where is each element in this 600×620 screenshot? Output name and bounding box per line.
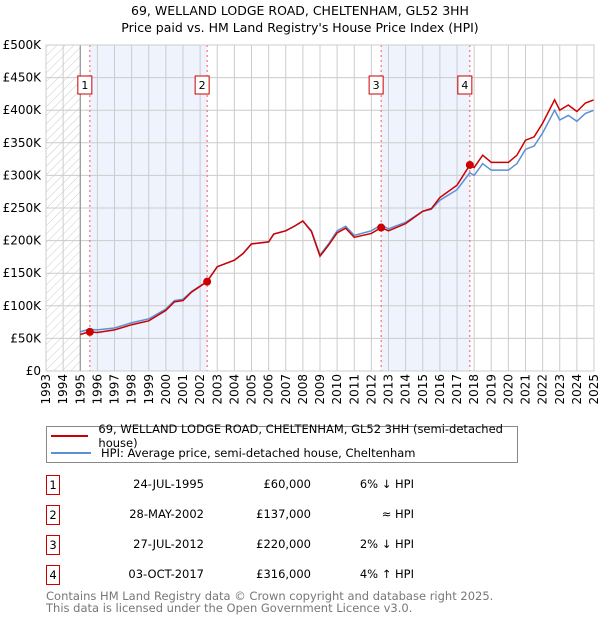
- y-tick-label: £400K: [3, 103, 43, 117]
- sale-price: £60,000: [263, 477, 311, 491]
- sale-label-box: [368, 75, 384, 95]
- plot-border: [45, 44, 595, 372]
- x-tick-label: 2023: [553, 374, 567, 405]
- legend: 69, WELLAND LODGE ROAD, CHELTENHAM, GL52…: [46, 422, 518, 463]
- x-tick-label: 2011: [347, 374, 361, 405]
- y-tick-label: £300K: [3, 168, 43, 182]
- x-tick-label: 1997: [108, 374, 122, 405]
- sale-row: 3 27-JUL-2012 £220,000 2% ↓ HPI: [46, 535, 446, 555]
- sale-row: 2 28-MAY-2002 £137,000 ≈ HPI: [46, 505, 446, 525]
- x-tick-label: 2016: [433, 374, 447, 405]
- sale-price: £220,000: [256, 537, 311, 551]
- sale-row: 4 03-OCT-2017 £316,000 4% ↑ HPI: [46, 565, 446, 585]
- y-tick-label: £450K: [3, 71, 43, 85]
- sale-number: 3: [46, 535, 60, 555]
- sale-date: 28-MAY-2002: [129, 507, 204, 521]
- legend-label: 69, WELLAND LODGE ROAD, CHELTENHAM, GL52…: [98, 422, 503, 450]
- x-tick-label: 2009: [313, 374, 327, 405]
- legend-item-hpi: HPI: Average price, semi-detached house,…: [51, 445, 416, 461]
- sale-price: £137,000: [256, 507, 311, 521]
- sale-label: 2: [199, 79, 206, 92]
- x-tick-label: 2003: [210, 374, 224, 405]
- sale-date: 27-JUL-2012: [133, 537, 204, 551]
- x-tick-label: 1999: [142, 374, 156, 405]
- sale-point: [85, 327, 94, 336]
- x-tick-label: 2010: [330, 374, 344, 405]
- x-tick-label: 2000: [159, 374, 173, 405]
- x-tick-label: 2025: [587, 374, 600, 405]
- x-tick-label: 1994: [56, 374, 70, 405]
- x-tick-label: 2005: [245, 374, 259, 405]
- x-tick-label: 2022: [536, 374, 550, 405]
- sale-hpi-comparison: 6% ↓ HPI: [359, 477, 414, 491]
- x-tick-label: 2015: [416, 374, 430, 405]
- x-tick-label: 1998: [125, 374, 139, 405]
- sale-label: 1: [81, 79, 88, 92]
- sale-label-box: [457, 75, 473, 95]
- sale-label-box: [194, 75, 210, 95]
- x-tick-label: 2017: [450, 374, 464, 405]
- sale-point: [203, 277, 212, 286]
- x-tick-label: 2007: [279, 374, 293, 405]
- sale-hpi-comparison: 4% ↑ HPI: [359, 567, 414, 581]
- x-tick-label: 2018: [467, 374, 481, 405]
- sale-label: 4: [461, 79, 468, 92]
- x-tick-label: 1993: [39, 374, 53, 405]
- x-tick-label: 2004: [227, 374, 241, 405]
- sale-date: 24-JUL-1995: [133, 477, 204, 491]
- sale-point: [377, 223, 386, 232]
- x-tick-label: 2012: [364, 374, 378, 405]
- y-tick-label: £250K: [3, 201, 43, 215]
- footer-licence: This data is licensed under the Open Gov…: [46, 601, 413, 615]
- x-tick-label: 2014: [399, 374, 413, 405]
- x-tick-label: 2021: [519, 374, 533, 405]
- sale-number: 4: [46, 565, 60, 585]
- sale-label-box: [77, 75, 93, 95]
- x-tick-label: 1996: [90, 374, 104, 405]
- blue-line-swatch: [51, 452, 91, 454]
- price-chart: 1993 1994 1995 1996 1997 1998 1999 2000 2001 2002…: [3, 38, 600, 405]
- sale-number: 2: [46, 505, 60, 525]
- sale-row: 1 24-JUL-1995 £60,000 6% ↓ HPI: [46, 475, 446, 495]
- x-tick-label: 2013: [382, 374, 396, 405]
- x-tick-label: 2024: [570, 374, 584, 405]
- x-tick-label: 2006: [262, 374, 276, 405]
- legend-label: HPI: Average price, semi-detached house,…: [101, 446, 416, 460]
- sale-date: 03-OCT-2017: [128, 567, 204, 581]
- x-tick-label: 2008: [296, 374, 310, 405]
- y-tick-label: £0: [26, 364, 41, 378]
- y-tick-label: £500K: [3, 38, 43, 52]
- y-tick-label: £200K: [3, 234, 43, 248]
- x-tick-label: 2020: [501, 374, 515, 405]
- sale-hpi-comparison: 2% ↓ HPI: [359, 537, 414, 551]
- red-line-swatch: [51, 435, 89, 437]
- y-tick-label: £50K: [10, 331, 42, 345]
- hpi-line: [80, 108, 595, 333]
- y-tick-label: £100K: [3, 299, 43, 313]
- y-tick-label: £350K: [3, 136, 43, 150]
- legend-item-property: 69, WELLAND LODGE ROAD, CHELTENHAM, GL52…: [51, 422, 517, 450]
- footer-copyright: Contains HM Land Registry data © Crown c…: [46, 589, 494, 603]
- x-tick-label: 2019: [484, 374, 498, 405]
- sale-label: 3: [373, 79, 380, 92]
- sale-hpi-comparison: ≈ HPI: [381, 507, 414, 521]
- x-tick-label: 1995: [73, 374, 87, 405]
- x-tick-label: 2001: [176, 374, 190, 405]
- y-tick-label: £150K: [3, 266, 43, 280]
- sale-point: [465, 160, 474, 169]
- sale-price: £316,000: [256, 567, 311, 581]
- chart-title: 69, WELLAND LODGE ROAD, CHELTENHAM, GL52…: [131, 3, 469, 18]
- x-tick-label: 2002: [193, 374, 207, 405]
- chart-subtitle: Price paid vs. HM Land Registry's House …: [121, 20, 479, 35]
- sale-number: 1: [46, 475, 60, 495]
- property-price-line: [80, 98, 595, 336]
